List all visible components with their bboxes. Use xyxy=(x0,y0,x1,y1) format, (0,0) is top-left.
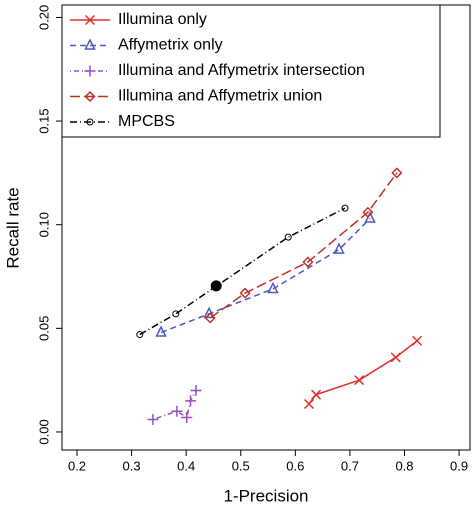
marker xyxy=(341,204,349,212)
highlight-point xyxy=(210,280,222,292)
marker xyxy=(136,331,144,338)
series-line xyxy=(308,340,418,405)
marker xyxy=(185,395,197,407)
marker xyxy=(172,310,180,318)
legend-label: Illumina and Affymetrix union xyxy=(118,88,322,105)
marker xyxy=(86,118,94,126)
marker xyxy=(203,306,215,319)
legend-label: MPCBS xyxy=(118,113,175,130)
marker xyxy=(171,405,183,417)
y-axis-title: Recall rate xyxy=(3,187,22,268)
legend-label: Illumina and Affymetrix intersection xyxy=(118,62,365,79)
marker xyxy=(267,281,279,294)
marker xyxy=(190,385,202,397)
legend-label: Illumina only xyxy=(118,11,207,28)
legend: Illumina only Affymetrix only Illumina and… xyxy=(61,4,441,138)
marker xyxy=(302,256,314,268)
marker xyxy=(181,411,193,423)
x-tick-label: 0.5 xyxy=(232,458,250,473)
marker xyxy=(311,389,322,400)
y-tick-label: 0.10 xyxy=(36,212,51,237)
marker xyxy=(390,352,401,363)
legend-box xyxy=(61,4,441,138)
marker xyxy=(84,14,96,26)
marker xyxy=(412,335,423,346)
series-line xyxy=(209,172,398,319)
marker xyxy=(84,38,96,50)
y-tick-label: 0.00 xyxy=(36,419,51,444)
x-tick-label: 0.4 xyxy=(177,458,195,473)
x-axis-title: 1-Precision xyxy=(223,486,308,505)
marker xyxy=(147,414,159,426)
marker xyxy=(155,325,167,337)
marker xyxy=(284,233,292,241)
legend-label: Affymetrix only xyxy=(118,37,223,54)
marker xyxy=(84,65,96,77)
marker xyxy=(362,206,374,218)
marker xyxy=(204,312,216,324)
marker xyxy=(84,90,96,103)
marker xyxy=(391,167,403,179)
x-tick-label: 0.9 xyxy=(450,458,468,473)
marker xyxy=(354,375,365,386)
series-line xyxy=(152,390,197,421)
marker xyxy=(333,242,345,254)
x-tick-label: 0.2 xyxy=(68,458,86,473)
x-tick-label: 0.3 xyxy=(123,458,141,473)
series-line xyxy=(160,217,371,334)
marker xyxy=(239,287,251,299)
x-tick-label: 0.7 xyxy=(341,458,359,473)
y-tick-label: 0.05 xyxy=(36,316,51,341)
x-tick-label: 0.8 xyxy=(395,458,413,473)
y-tick-label: 0.20 xyxy=(36,5,51,30)
marker xyxy=(303,398,315,410)
series-line xyxy=(139,207,346,336)
x-tick-label: 0.6 xyxy=(286,458,304,473)
y-tick-label: 0.15 xyxy=(36,108,51,133)
